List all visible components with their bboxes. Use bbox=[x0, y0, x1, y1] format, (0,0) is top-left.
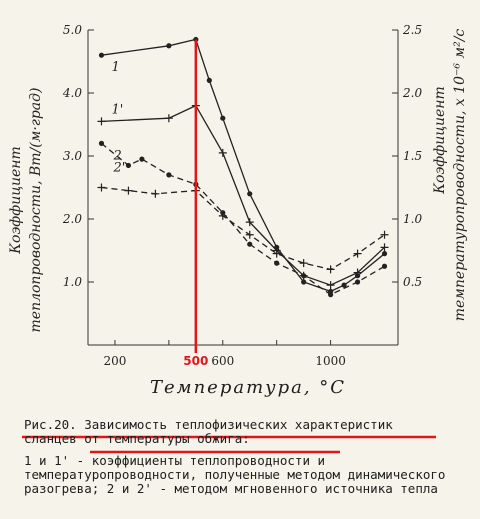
series-label: 2 bbox=[112, 148, 121, 163]
caption-title-line-1: Рис.20. Зависимость теплофизических хара… bbox=[24, 417, 393, 432]
x-tick-label: 600 bbox=[211, 354, 234, 368]
data-point bbox=[341, 282, 347, 288]
series-1: 1 bbox=[98, 36, 388, 295]
data-point bbox=[166, 43, 172, 49]
series-line bbox=[101, 186, 385, 271]
right-axis-title-2: температуропроводности, x 10⁻⁶ м²/с bbox=[452, 28, 468, 322]
series-label: 1 bbox=[111, 60, 119, 75]
right-tick-label: 2.0 bbox=[402, 86, 422, 100]
caption-title-line-2: сланцев от температуры обжига: bbox=[24, 431, 250, 446]
right-tick-label: 1.5 bbox=[403, 149, 422, 163]
plot-frame bbox=[87, 30, 399, 346]
right-tick-label: 2.5 bbox=[402, 23, 422, 37]
series-2prime: 2' bbox=[97, 161, 389, 274]
data-point bbox=[124, 186, 133, 195]
data-point bbox=[218, 148, 227, 157]
caption-underlines bbox=[22, 435, 436, 454]
data-point bbox=[274, 260, 280, 266]
left-tick-label: 1.0 bbox=[63, 275, 82, 289]
series-2: 2 bbox=[98, 140, 388, 298]
data-point bbox=[380, 243, 389, 252]
data-point bbox=[98, 140, 105, 146]
data-point bbox=[247, 241, 253, 247]
data-point bbox=[299, 259, 308, 268]
series-line bbox=[101, 104, 385, 286]
right-tick-label: 1.0 bbox=[403, 212, 422, 226]
caption-body: 1 и 1' - коэффициенты теплопроводности и… bbox=[24, 453, 446, 496]
series-label: 1' bbox=[111, 102, 123, 117]
data-point bbox=[218, 211, 227, 220]
data-point bbox=[125, 162, 132, 169]
data-point bbox=[381, 263, 388, 269]
data-point bbox=[151, 189, 160, 198]
data-point bbox=[272, 249, 281, 258]
data-point bbox=[381, 251, 388, 257]
data-point bbox=[354, 279, 361, 285]
data-point bbox=[380, 230, 389, 239]
data-point bbox=[97, 117, 106, 126]
data-point bbox=[139, 156, 145, 162]
series-layer: 1 1' 22' bbox=[97, 36, 389, 298]
left-tick-label: 4.0 bbox=[62, 86, 82, 100]
x-tick-label: 1000 bbox=[315, 354, 346, 368]
data-point bbox=[326, 281, 335, 290]
highlight-tick-label: 500 bbox=[183, 354, 208, 368]
data-point bbox=[164, 114, 173, 123]
data-point bbox=[166, 172, 172, 178]
highlight-layer: 500 bbox=[183, 39, 208, 368]
right-axis-ticks: 0.5 1.0 1.5 2.0 2.5 bbox=[392, 23, 422, 289]
left-axis-title-1: Коэффициент bbox=[8, 146, 24, 254]
series-line bbox=[101, 38, 385, 293]
data-point bbox=[245, 218, 254, 227]
left-tick-label: 3.0 bbox=[63, 149, 82, 163]
right-axis-title-1: Коэффициент bbox=[432, 86, 448, 194]
series-line bbox=[101, 142, 385, 296]
series-label: 2' bbox=[112, 161, 125, 176]
x-axis-title: Температура, °C bbox=[150, 377, 347, 398]
data-point bbox=[245, 230, 254, 239]
left-axis-ticks: 1.0 2.0 3.0 4.0 5.0 bbox=[62, 23, 94, 289]
x-axis-ticks: 200 600 1000 bbox=[104, 340, 346, 368]
data-point bbox=[206, 77, 212, 83]
x-tick-label: 200 bbox=[104, 354, 127, 368]
right-tick-label: 0.5 bbox=[403, 275, 422, 289]
data-point bbox=[301, 273, 307, 279]
left-tick-label: 2.0 bbox=[62, 212, 82, 226]
data-point bbox=[97, 183, 106, 192]
figure-caption: Рис.20. Зависимость теплофизических хара… bbox=[24, 418, 464, 496]
left-axis-title-2: теплопроводности, Вт/(м·град) bbox=[28, 87, 44, 333]
left-tick-label: 5.0 bbox=[63, 23, 82, 37]
data-point bbox=[247, 191, 253, 197]
data-point bbox=[353, 268, 362, 277]
data-point bbox=[301, 279, 307, 285]
data-point bbox=[98, 52, 105, 58]
data-point bbox=[220, 115, 226, 121]
data-point bbox=[326, 265, 335, 274]
data-point bbox=[353, 249, 362, 258]
data-point bbox=[328, 292, 334, 298]
